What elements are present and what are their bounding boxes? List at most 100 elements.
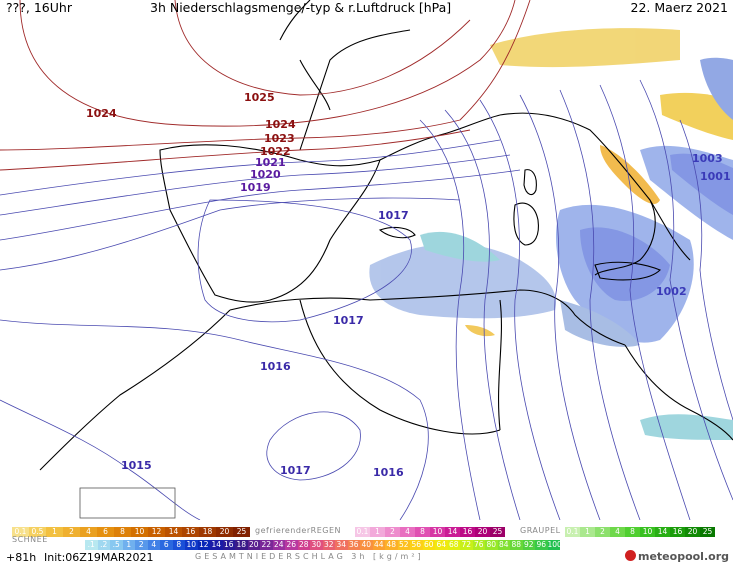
precip-yellow-east: [660, 92, 733, 140]
coast-france: [299, 29, 501, 161]
legend-swatch: 2: [63, 527, 80, 537]
legend-swatch: 100: [547, 540, 560, 550]
legend-swatch: 52: [397, 540, 410, 550]
isobar-label: 1015: [121, 459, 152, 472]
isobar-1017b: [266, 411, 361, 481]
coastlines: [39, 0, 733, 471]
isobar-1021: [0, 139, 501, 196]
legend-swatch: 0.1: [565, 527, 580, 537]
legend-swatch: 12: [148, 527, 165, 537]
isobar-label: 1017: [280, 464, 311, 477]
precipitation-areas: [369, 28, 733, 440]
legend-swatch: 20: [247, 540, 260, 550]
legend-swatch: 2: [385, 527, 400, 537]
legend-swatch: 68: [447, 540, 460, 550]
legend-swatch: 88: [510, 540, 523, 550]
legend-swatch: 25: [490, 527, 505, 537]
coast-sardinia: [513, 202, 539, 246]
legend-swatch: 20: [685, 527, 700, 537]
legend-swatch: 20: [216, 527, 233, 537]
isobar-label: 1022: [260, 145, 291, 158]
logo-text: meteopool.org: [638, 550, 729, 563]
header-left: ???, 16Uhr: [6, 0, 72, 15]
precip-cyan-central: [420, 231, 500, 262]
isobar-label: 1017: [333, 314, 364, 327]
isobar-label: 1024: [86, 107, 117, 120]
legend-snow: .1.2.5 1 2 4 6 8 10 12 14 16 18 20 22 24 26 28 30 32 34 36 4…: [85, 540, 560, 550]
legend-swatch: 14: [445, 527, 460, 537]
legend-freezing-title: gefrierenderREGEN: [255, 526, 341, 535]
isobar-1010: [479, 99, 561, 520]
isobars-high: [0, 0, 531, 171]
isobar-label: 1024: [265, 118, 296, 131]
legend-total-title: GESAMTNIEDERSCHLAG 3h [kg/m²]: [195, 552, 424, 561]
legend-swatch: 4: [400, 527, 415, 537]
isobar-label: 1025: [244, 91, 275, 104]
coast-uk: [279, 0, 331, 111]
coast-sicily: [594, 261, 661, 281]
legend-swatch: 16: [222, 540, 235, 550]
legend-swatch: 84: [497, 540, 510, 550]
legend-swatch: 44: [372, 540, 385, 550]
legend-swatch: 36: [347, 540, 360, 550]
isobar-1022: [0, 129, 471, 171]
legend-swatch: 10: [131, 527, 148, 537]
isobar-1006: [559, 89, 641, 520]
isobar-label: 1021: [255, 156, 286, 169]
legend-swatch: 28: [297, 540, 310, 550]
legend-swatch: 96: [535, 540, 548, 550]
legend-swatch: 0.5: [29, 527, 46, 537]
isobar-1004: [599, 84, 691, 520]
coast-libya: [624, 344, 733, 441]
coast-atlantic-morocco: [39, 309, 231, 471]
coast-balearic: [378, 226, 416, 239]
isobar-1008: [519, 94, 601, 520]
coast-northafrica: [229, 289, 626, 346]
isobar-1019: [0, 169, 521, 241]
legend-swatch: 16: [460, 527, 475, 537]
legend-swatch: 14: [655, 527, 670, 537]
coast-corsica: [523, 169, 537, 196]
coast-italy: [499, 112, 691, 276]
precip-snow-alps: [490, 28, 680, 68]
legend-swatch: 25: [700, 527, 715, 537]
legend-swatch: 14: [210, 540, 223, 550]
legend-swatch: 30: [310, 540, 323, 550]
isobar-label: 1003: [692, 152, 723, 165]
legend-swatch: 2: [595, 527, 610, 537]
isobar-1023: [0, 0, 531, 151]
isobars-low: [0, 79, 733, 520]
legend-swatch: .2: [97, 540, 110, 550]
isobar-label: 1017: [378, 209, 409, 222]
legend-swatch: 10: [185, 540, 198, 550]
legend-graupel: 0.1 1 2 4 8 10 14 16 20 25: [565, 527, 715, 537]
isobar-1020: [0, 154, 511, 216]
legend-swatch: 8: [172, 540, 185, 550]
legend-swatch: 4: [147, 540, 160, 550]
legend-swatch: 8: [415, 527, 430, 537]
legend-freezing: 0.1 1 2 4 8 10 14 16 20 25: [355, 527, 505, 537]
isobar-label: 1019: [240, 181, 271, 194]
legend-swatch: 48: [385, 540, 398, 550]
legend-swatch: 10: [430, 527, 445, 537]
legend-swatch: 40: [360, 540, 373, 550]
legend-swatch: 1: [370, 527, 385, 537]
legend-swatch: 4: [610, 527, 625, 537]
isobar-1025: [174, 0, 471, 96]
legend-swatch: 92: [522, 540, 535, 550]
legend-swatch: 2: [135, 540, 148, 550]
isobar-1015: [0, 399, 201, 520]
legend-swatch: 32: [322, 540, 335, 550]
legend-swatch: 18: [199, 527, 216, 537]
legend-swatch: 80: [485, 540, 498, 550]
precip-rain-med-italy: [580, 227, 670, 301]
precip-blue-east: [700, 57, 733, 120]
isobar-labels: 1025 1024 1024 1023 1022 1021 1020 1019 …: [86, 91, 731, 479]
legend-swatch: 0.1: [355, 527, 370, 537]
legend-swatch: 8: [114, 527, 131, 537]
legend-swatch: 24: [272, 540, 285, 550]
isobar-1014: [419, 119, 481, 520]
legend-swatch: .5: [110, 540, 123, 550]
legend-swatch: .1: [85, 540, 98, 550]
isobar-label: 1016: [373, 466, 404, 479]
